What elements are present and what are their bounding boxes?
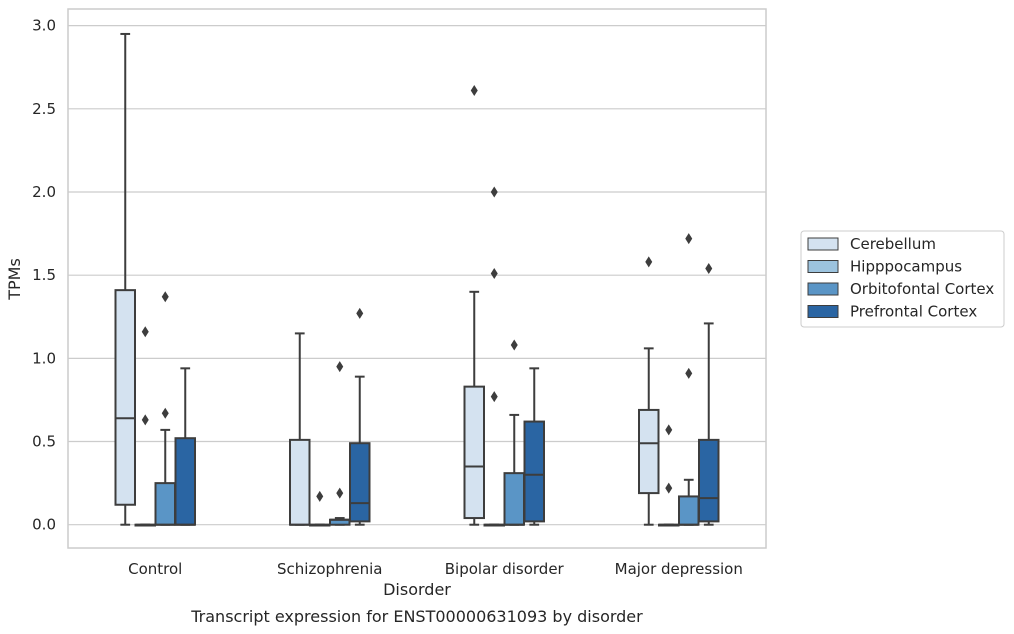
plot-area [67, 8, 767, 549]
legend-frame [800, 230, 1005, 328]
box-2-0 [154, 291, 176, 526]
outlier-point [316, 490, 324, 502]
box-3-2 [523, 367, 545, 526]
outlier-point [336, 487, 344, 499]
box-body [154, 482, 176, 526]
outlier-point [645, 256, 653, 268]
y-tick-label: 2.5 [32, 100, 56, 118]
legend-swatch [807, 260, 839, 273]
y-tick-labels: 0.0 0.5 1.0 1.5 2.0 2.5 3.0 [32, 17, 56, 534]
box-body [463, 385, 485, 520]
box-3-0 [174, 367, 196, 526]
box-0-0 [114, 32, 136, 526]
chart-caption: Transcript expression for ENST0000063109… [190, 607, 643, 626]
outlier-point [161, 407, 169, 419]
box-0-1 [289, 332, 311, 526]
legend-label: Orbitofontal Cortex [850, 280, 994, 298]
outlier-point [510, 339, 518, 351]
box-body [638, 408, 660, 495]
box-0-3 [638, 256, 660, 526]
legend-swatch [807, 237, 839, 251]
plot-frame [67, 8, 767, 549]
legend-label: Cerebellum [850, 235, 936, 253]
outlier-point [685, 367, 693, 379]
legend: Cerebellum Hipppocampus Orbitofontal Corte… [800, 230, 1005, 328]
box-body [523, 420, 545, 523]
outlier-point [141, 326, 149, 338]
x-tick-label: Major depression [615, 560, 743, 578]
legend-label: Prefrontal Cortex [850, 303, 977, 321]
box-body [698, 438, 720, 523]
outlier-point [356, 307, 364, 319]
x-axis-label: Disorder [383, 580, 451, 599]
box-1-2 [483, 186, 505, 527]
y-axis-label: TPMs [5, 258, 24, 301]
box-1-0 [134, 326, 156, 527]
box-body [503, 472, 525, 526]
outlier-point [490, 268, 498, 280]
x-tick-label: Control [128, 560, 182, 578]
outlier-point [141, 414, 149, 426]
outlier-point [705, 263, 713, 275]
y-tick-label: 0.0 [32, 516, 56, 534]
box-0-2 [463, 85, 485, 526]
box-layer [114, 32, 720, 527]
x-tick-label: Schizophrenia [277, 560, 382, 578]
box-body [114, 289, 136, 506]
outlier-point [665, 482, 673, 494]
box-3-1 [349, 307, 371, 526]
outlier-point [490, 391, 498, 403]
outlier-point [161, 291, 169, 303]
x-tick-label: Bipolar disorder [445, 560, 565, 578]
box-body [174, 437, 196, 526]
legend-swatch [807, 282, 839, 296]
x-tick-labels: Control Schizophrenia Bipolar disorder Majo… [128, 560, 743, 578]
box-body [678, 495, 700, 526]
y-tick-label: 2.0 [32, 183, 56, 201]
box-body [349, 442, 371, 523]
y-tick-label: 0.5 [32, 433, 56, 451]
outlier-point [490, 186, 498, 198]
outlier-point [470, 85, 478, 97]
outlier-point [685, 233, 693, 245]
box-3-3 [698, 263, 720, 526]
box-body [289, 438, 311, 526]
y-tick-label: 3.0 [32, 17, 56, 35]
legend-swatch [807, 305, 839, 318]
y-tick-label: 1.0 [32, 349, 56, 367]
y-tick-label: 1.5 [32, 266, 56, 284]
outlier-point [665, 424, 673, 436]
legend-label: Hipppocampus [850, 258, 962, 276]
outlier-point [336, 361, 344, 373]
